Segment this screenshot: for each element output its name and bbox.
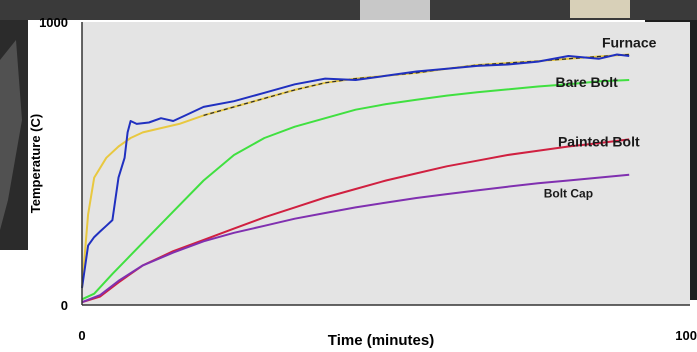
y-axis-label: Temperature (C): [28, 114, 43, 213]
x-tick-label: 0: [78, 328, 85, 343]
series-line-2: [81, 79, 630, 301]
series-label: Bare Bolt: [556, 74, 619, 90]
y-tick-label: 0: [61, 298, 68, 313]
series-line-dashed-overlay: [203, 53, 630, 116]
series-line-4: [81, 173, 630, 304]
plot-area: [82, 22, 690, 305]
x-tick-label: 100: [675, 328, 697, 343]
series-line-1: [81, 53, 630, 289]
series-label: Bolt Cap: [544, 186, 593, 200]
series-label: Furnace: [602, 34, 657, 50]
x-axis-label: Time (minutes): [328, 332, 434, 349]
y-tick-label: 1000: [39, 15, 68, 30]
series-label: Painted Bolt: [558, 134, 640, 150]
